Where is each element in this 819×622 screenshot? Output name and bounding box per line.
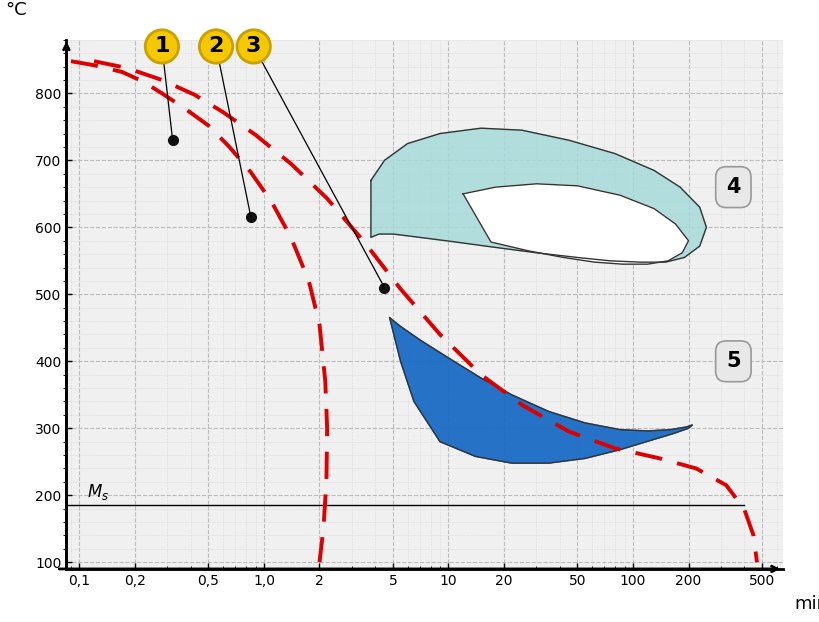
Text: $M_s$: $M_s$ bbox=[87, 482, 109, 503]
Polygon shape bbox=[463, 183, 688, 264]
Text: 4: 4 bbox=[726, 177, 740, 197]
Polygon shape bbox=[370, 128, 705, 262]
Text: 5: 5 bbox=[725, 351, 740, 371]
Text: 2: 2 bbox=[208, 37, 224, 57]
Y-axis label: °C: °C bbox=[6, 1, 27, 19]
X-axis label: min: min bbox=[794, 595, 819, 613]
Text: 3: 3 bbox=[246, 37, 261, 57]
Polygon shape bbox=[389, 318, 691, 463]
Text: 1: 1 bbox=[154, 37, 170, 57]
